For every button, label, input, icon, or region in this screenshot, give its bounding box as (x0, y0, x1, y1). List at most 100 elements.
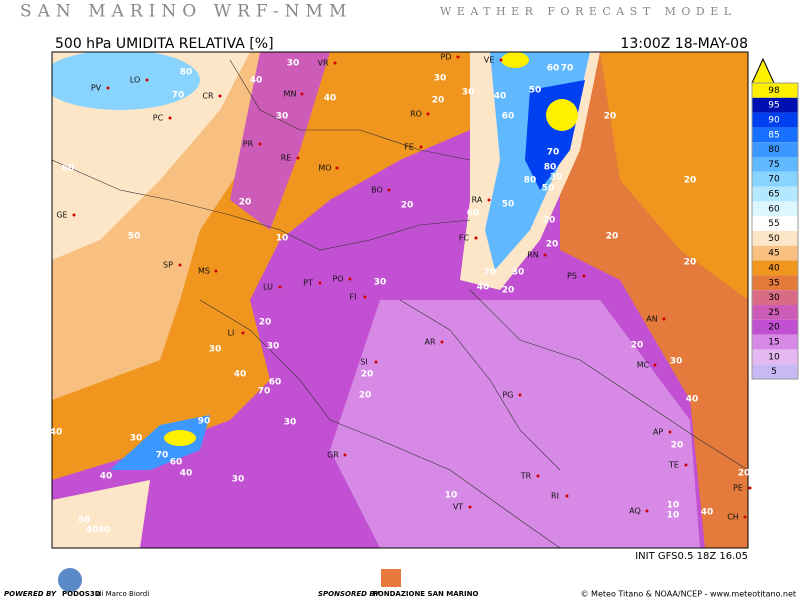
city-label: LI (228, 329, 235, 338)
contour-label: 80 (544, 163, 557, 173)
city-dot (218, 94, 222, 98)
contour-label: 70 (258, 387, 271, 397)
contour-label: 40 (494, 92, 507, 102)
city-label: FE (404, 143, 414, 152)
city-dot (178, 263, 182, 267)
colorbar-label: 70 (768, 175, 780, 185)
city-dot (662, 317, 666, 321)
city-label: VR (317, 59, 328, 68)
contour-label: 60 (170, 458, 183, 468)
map: PV LO CR PC VR MN PR RE MO RO FE BO GE SP MS LU PT PO FI LI… (50, 51, 752, 549)
colorbar-swatch (752, 142, 798, 157)
city-label: FI (350, 293, 357, 302)
contour-label: 90 (198, 417, 211, 427)
colorbar-swatch (752, 157, 798, 172)
city-dot (348, 277, 352, 281)
city-label: PD (441, 53, 452, 62)
city-dot (335, 166, 339, 170)
humidity-area (110, 415, 210, 470)
humidity-area (600, 52, 748, 300)
colorbar-swatch (752, 275, 798, 291)
city-dot (668, 430, 672, 434)
contour-label: 20 (546, 240, 559, 250)
city-label: MO (318, 164, 331, 173)
colorbar-label: 45 (768, 249, 779, 259)
contour-label: 20 (604, 112, 617, 122)
city-dot (653, 363, 657, 367)
city-dot (518, 393, 522, 397)
city-dot (419, 145, 423, 149)
humidity-area (546, 99, 578, 131)
city-label: PT (303, 279, 313, 288)
contour-label: 10 (445, 491, 458, 501)
colorbar-swatch (752, 334, 798, 350)
contour-label: 30 (287, 59, 300, 69)
contour-label: 30 (98, 526, 111, 536)
contour-label: 30 (374, 278, 387, 288)
sponsor-name: FONDAZIONE SAN MARINO (373, 590, 479, 598)
colorbar-label: 10 (768, 352, 780, 362)
city-label: RE (281, 154, 292, 163)
contour-label: 30 (550, 173, 563, 183)
map-frame (51, 51, 749, 549)
city-dot (72, 213, 76, 217)
contour-label: 20 (738, 469, 751, 479)
city-dot (468, 505, 472, 509)
city-dot (374, 360, 378, 364)
contour-label: 30 (512, 268, 525, 278)
contour-label: 20 (401, 201, 414, 211)
city-dot (106, 86, 110, 90)
colorbar-swatch (752, 186, 798, 202)
contour-label: 20 (684, 176, 697, 186)
contour-label: 30 (276, 112, 289, 122)
city-label: PE (733, 484, 743, 493)
city-dot (387, 188, 391, 192)
city-label: PR (243, 140, 254, 149)
contour-label: 50 (128, 232, 141, 242)
city-label: AQ (629, 507, 641, 516)
city-dot (748, 486, 752, 490)
contour-label: 20 (606, 232, 619, 242)
city-dot (278, 285, 282, 289)
colorbar-swatch (752, 260, 798, 276)
city-label: PV (91, 84, 102, 93)
contour-label: 40 (100, 472, 113, 482)
city-label: RI (551, 492, 559, 501)
colorbar-label: 15 (768, 338, 779, 348)
contour-label: 20 (239, 198, 252, 208)
colorbar-label: 98 (768, 86, 780, 96)
colorbar-frame (751, 82, 799, 380)
city-dot (296, 156, 300, 160)
colorbar-label: 5 (771, 367, 777, 377)
humidity-area (164, 430, 196, 446)
contour-label: 30 (434, 74, 447, 84)
contour-label: 30 (284, 418, 297, 428)
city-label: MC (637, 361, 650, 370)
colorbar-label: 75 (768, 160, 779, 170)
colorbar-swatch (752, 97, 798, 113)
colorbar-swatch (752, 245, 798, 261)
colorbar-label: 85 (768, 130, 779, 140)
contour-label: 20 (361, 370, 374, 380)
colorbar-label: 80 (768, 145, 780, 155)
forecast-time: 13:00Z 18-MAY-08 (620, 36, 748, 52)
init-time: INIT GFS0.5 18Z 16.05 (635, 551, 748, 562)
city-label: GE (56, 211, 67, 220)
contour-label: 60 (547, 64, 560, 74)
contour-label: 70 (561, 64, 574, 74)
author: di Marco Biordi (97, 590, 149, 598)
contour-label: 30 (232, 475, 245, 485)
contour-label: 20 (543, 216, 556, 226)
credit: © Meteo Titano & NOAA/NCEP - www.meteoti… (581, 590, 796, 599)
contour-label: 30 (267, 342, 280, 352)
colorbar-swatch (752, 171, 798, 187)
city-dot (363, 295, 367, 299)
city-dot (499, 58, 503, 62)
humidity-area (230, 52, 330, 230)
city-label: FC (459, 234, 470, 243)
city-dot (456, 55, 460, 59)
contour-label: 10 (667, 511, 680, 521)
city-dot (536, 474, 540, 478)
city-label: CR (202, 92, 214, 101)
